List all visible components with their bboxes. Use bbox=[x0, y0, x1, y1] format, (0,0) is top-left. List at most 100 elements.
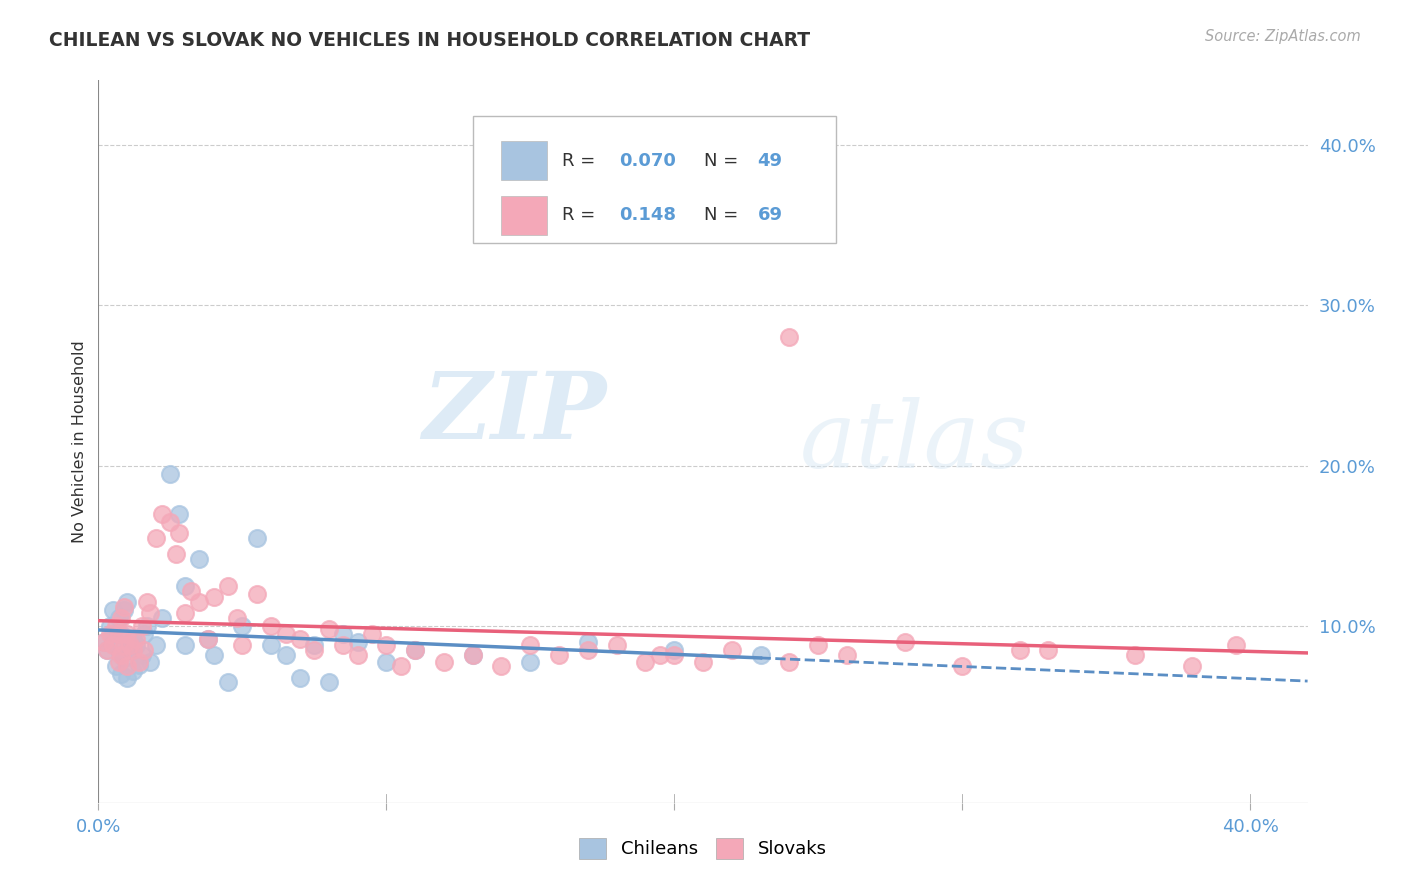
Point bbox=[110, 667, 132, 681]
Point bbox=[112, 603, 135, 617]
Bar bbox=[501, 195, 547, 235]
Point bbox=[692, 655, 714, 669]
Point bbox=[128, 657, 150, 672]
Point bbox=[197, 632, 219, 646]
Point bbox=[404, 643, 426, 657]
Point bbox=[288, 632, 311, 646]
Point bbox=[375, 639, 398, 653]
Point bbox=[107, 655, 129, 669]
Point bbox=[125, 639, 148, 653]
Point bbox=[217, 675, 239, 690]
Point bbox=[231, 639, 253, 653]
Point bbox=[173, 607, 195, 621]
Point bbox=[260, 619, 283, 633]
Point bbox=[389, 659, 412, 673]
Point bbox=[101, 627, 124, 641]
Text: CHILEAN VS SLOVAK NO VEHICLES IN HOUSEHOLD CORRELATION CHART: CHILEAN VS SLOVAK NO VEHICLES IN HOUSEHO… bbox=[49, 31, 810, 50]
Text: N =: N = bbox=[704, 152, 744, 169]
Point bbox=[664, 648, 686, 662]
Point bbox=[648, 648, 671, 662]
Point bbox=[664, 643, 686, 657]
Point bbox=[131, 648, 153, 662]
Point bbox=[225, 611, 247, 625]
Point bbox=[93, 635, 115, 649]
Point bbox=[346, 648, 368, 662]
Legend: Chileans, Slovaks: Chileans, Slovaks bbox=[572, 830, 834, 866]
Point bbox=[519, 655, 541, 669]
Point bbox=[217, 579, 239, 593]
Point bbox=[576, 635, 599, 649]
Point bbox=[139, 607, 162, 621]
Point bbox=[122, 664, 145, 678]
Text: 0.148: 0.148 bbox=[620, 206, 676, 225]
Point bbox=[188, 551, 211, 566]
Point bbox=[548, 648, 571, 662]
Text: 0.070: 0.070 bbox=[620, 152, 676, 169]
Point bbox=[461, 648, 484, 662]
Point bbox=[110, 648, 132, 662]
Point bbox=[112, 639, 135, 653]
Point bbox=[246, 587, 269, 601]
Point bbox=[893, 635, 915, 649]
Text: Source: ZipAtlas.com: Source: ZipAtlas.com bbox=[1205, 29, 1361, 44]
Point bbox=[173, 579, 195, 593]
Point bbox=[778, 330, 800, 344]
Point bbox=[98, 627, 121, 641]
Point bbox=[361, 627, 384, 641]
Point bbox=[150, 611, 173, 625]
Point bbox=[274, 648, 297, 662]
Point bbox=[107, 611, 129, 625]
Point bbox=[167, 507, 190, 521]
Point bbox=[576, 643, 599, 657]
Point bbox=[96, 643, 118, 657]
Point bbox=[98, 619, 121, 633]
Text: ZIP: ZIP bbox=[422, 368, 606, 458]
Point bbox=[165, 547, 187, 561]
Point bbox=[304, 639, 326, 653]
Point bbox=[139, 655, 162, 669]
Point bbox=[115, 627, 138, 641]
Point bbox=[304, 643, 326, 657]
Point bbox=[136, 619, 159, 633]
Point bbox=[112, 651, 135, 665]
Point bbox=[96, 643, 118, 657]
Point bbox=[145, 531, 167, 545]
Text: 69: 69 bbox=[758, 206, 782, 225]
Point bbox=[115, 659, 138, 673]
Point bbox=[120, 639, 142, 653]
Point bbox=[173, 639, 195, 653]
Point bbox=[231, 619, 253, 633]
Text: atlas: atlas bbox=[800, 397, 1029, 486]
Point bbox=[606, 639, 628, 653]
Point bbox=[93, 635, 115, 649]
Point bbox=[835, 648, 858, 662]
Point bbox=[197, 632, 219, 646]
Point bbox=[122, 643, 145, 657]
Point bbox=[346, 635, 368, 649]
Point bbox=[110, 627, 132, 641]
Point bbox=[332, 639, 354, 653]
Point bbox=[128, 655, 150, 669]
Point bbox=[134, 627, 156, 641]
Point bbox=[120, 643, 142, 657]
Point bbox=[491, 659, 513, 673]
Text: R =: R = bbox=[561, 206, 606, 225]
Point bbox=[1225, 639, 1247, 653]
Point bbox=[107, 643, 129, 657]
Point bbox=[125, 632, 148, 646]
Point bbox=[122, 632, 145, 646]
Bar bbox=[501, 141, 547, 180]
Point bbox=[131, 619, 153, 633]
Point bbox=[202, 591, 225, 605]
Point bbox=[461, 648, 484, 662]
Point bbox=[104, 659, 127, 673]
Point bbox=[112, 599, 135, 614]
Point bbox=[188, 595, 211, 609]
Point bbox=[433, 655, 456, 669]
Point bbox=[145, 639, 167, 653]
Point bbox=[318, 675, 340, 690]
Text: R =: R = bbox=[561, 152, 600, 169]
Point bbox=[1123, 648, 1146, 662]
Point bbox=[159, 515, 181, 529]
Point bbox=[1181, 659, 1204, 673]
